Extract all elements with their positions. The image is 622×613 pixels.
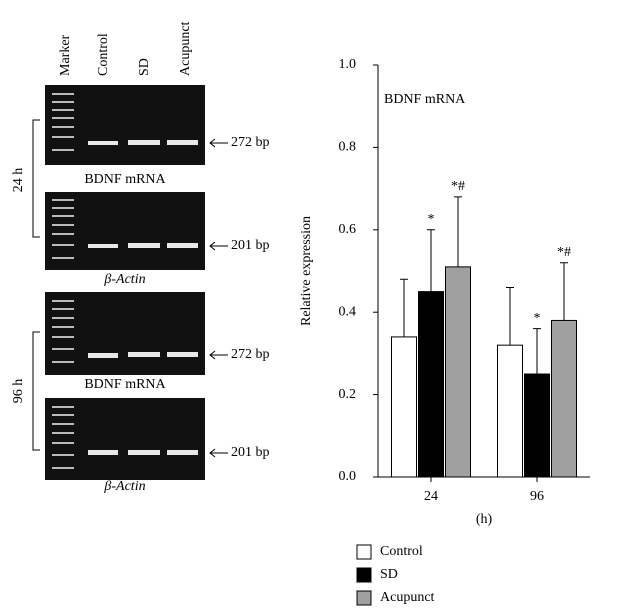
bar [551, 319, 577, 478]
y-tick-label: 0.2 [339, 387, 357, 402]
legend-swatch [356, 567, 372, 583]
bar [418, 291, 444, 478]
band-size: 201 bp [231, 238, 270, 253]
error-bar [533, 328, 541, 374]
lane-label: Control [96, 33, 111, 76]
error-bar [400, 278, 408, 337]
error-bar [454, 196, 462, 267]
gel-arrows [32, 119, 228, 458]
legend-label: Control [380, 544, 423, 559]
legend-swatch [356, 590, 372, 606]
lane-label: Marker [58, 34, 73, 76]
x-tick-label: 96 [530, 489, 544, 504]
y-tick-label: 0.6 [339, 222, 357, 237]
time-label: 24 h [11, 168, 26, 193]
x-axis-label: (h) [476, 512, 493, 527]
significance-marker: *# [451, 179, 465, 194]
bar [497, 344, 523, 478]
lane-label: SD [137, 58, 152, 76]
time-label: 96 h [11, 379, 26, 404]
gel-panels [45, 85, 205, 480]
panel-label: β-Actin [103, 479, 145, 494]
y-tick-label: 0.4 [339, 304, 357, 319]
significance-marker: * [428, 212, 435, 227]
panel-label: BDNF mRNA [84, 172, 166, 187]
x-tick-label: 24 [424, 489, 438, 504]
error-bar [506, 286, 514, 346]
chart-title: BDNF mRNA [384, 92, 466, 107]
significance-marker: *# [557, 245, 571, 260]
band-size: 272 bp [231, 347, 270, 362]
legend-label: SD [380, 567, 398, 582]
y-tick-label: 0.8 [339, 140, 357, 155]
legend-label: Acupunct [380, 590, 435, 605]
bar [445, 266, 471, 478]
error-bar [427, 229, 435, 292]
significance-marker: * [534, 311, 541, 326]
error-bar [560, 262, 568, 321]
band-size: 201 bp [231, 445, 270, 460]
bar [391, 336, 417, 478]
y-tick-label: 1.0 [339, 57, 357, 72]
lane-label: Acupunct [178, 21, 193, 76]
panel-label: β-Actin [103, 272, 145, 287]
band-size: 272 bp [231, 135, 270, 150]
y-axis-label: Relative expression [299, 216, 314, 326]
legend-swatch [356, 544, 372, 560]
panel-label: BDNF mRNA [84, 377, 166, 392]
bar [524, 373, 550, 478]
y-tick-label: 0.0 [339, 469, 357, 484]
